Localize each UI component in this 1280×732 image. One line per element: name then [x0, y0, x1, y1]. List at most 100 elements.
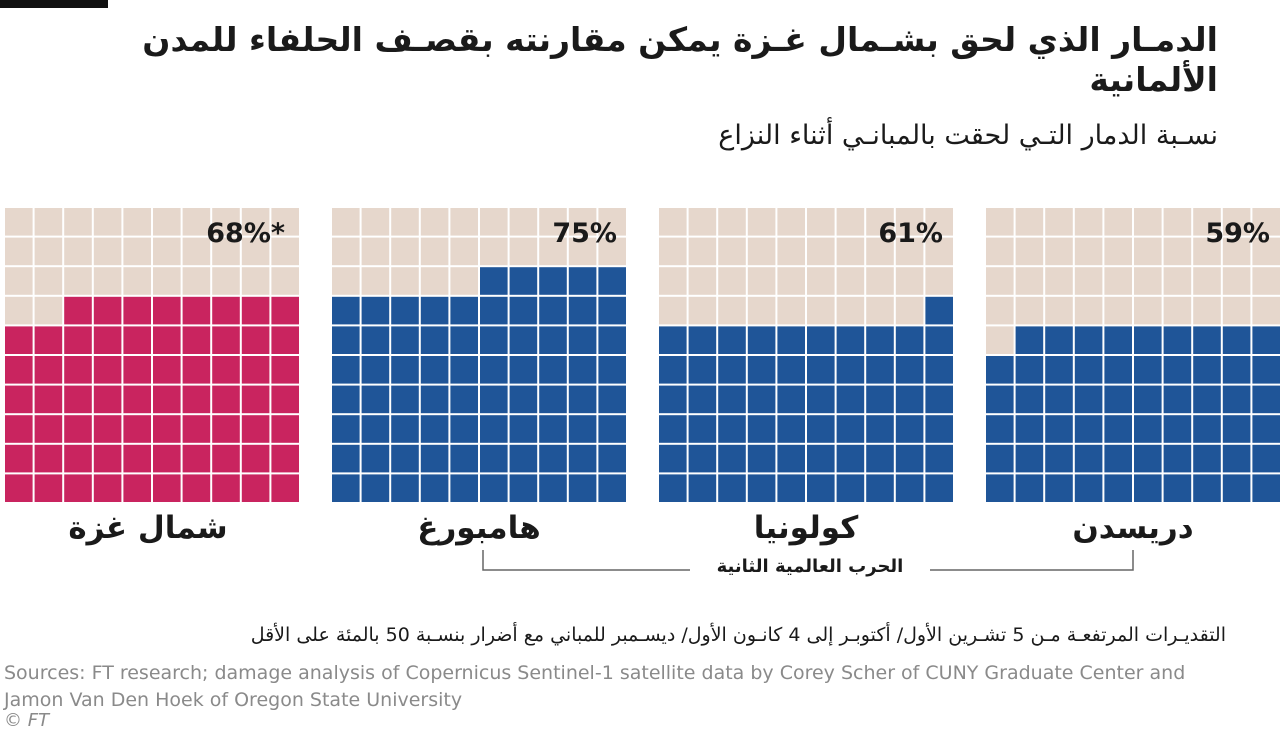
waffle-cell-empty [807, 208, 835, 236]
waffle-cell-filled [807, 356, 835, 384]
waffle-cell-filled [718, 444, 746, 473]
top-accent-bar [0, 0, 108, 8]
waffle-cell-filled [539, 444, 567, 473]
waffle-panel-cologne [658, 207, 954, 503]
waffle-cell-filled [747, 385, 776, 414]
waffle-cell-filled [1045, 356, 1073, 384]
waffle-cell-filled [450, 474, 478, 502]
waffle-cell-filled [718, 326, 746, 354]
waffle-cell-empty [1222, 267, 1251, 295]
waffle-cell-empty [895, 237, 924, 266]
waffle-cell-empty [568, 237, 597, 266]
waffle-cell-filled [34, 444, 63, 473]
waffle-cell-filled [332, 356, 360, 384]
waffle-cell-empty [241, 208, 270, 236]
waffle-cell-filled [361, 444, 390, 473]
waffle-cell-empty [807, 237, 835, 266]
waffle-cell-empty [361, 208, 390, 236]
waffle-panel-dresden [985, 207, 1280, 503]
waffle-cell-empty [986, 208, 1014, 236]
waffle-cell-filled [34, 415, 63, 443]
waffle-cell-empty [93, 237, 122, 266]
waffle-cell-filled [332, 296, 360, 325]
waffle-cell-filled [688, 415, 717, 443]
waffle-cell-filled [659, 415, 687, 443]
waffle-cell-filled [241, 444, 270, 473]
waffle-cell-empty [1222, 296, 1251, 325]
waffle-cell-filled [420, 356, 449, 384]
waffle-cell-filled [747, 474, 776, 502]
waffle-cell-empty [659, 296, 687, 325]
waffle-cell-filled [241, 474, 270, 502]
waffle-cell-filled [480, 444, 508, 473]
waffle-cell-filled [598, 444, 626, 473]
waffle-cell-empty [391, 237, 419, 266]
waffle-cell-filled [718, 385, 746, 414]
waffle-cell-filled [361, 326, 390, 354]
waffle-cell-filled [1222, 385, 1251, 414]
waffle-cell-filled [895, 415, 924, 443]
waffle-cell-filled [420, 385, 449, 414]
waffle-cell-empty [836, 208, 865, 236]
waffle-cell-empty [1074, 267, 1103, 295]
waffle-cell-filled [212, 326, 240, 354]
waffle-cell-filled [420, 296, 449, 325]
waffle-cell-filled [212, 444, 240, 473]
waffle-cell-filled [64, 474, 92, 502]
waffle-cell-filled [836, 385, 865, 414]
waffle-cell-empty [153, 208, 181, 236]
waffle-cell-filled [34, 385, 63, 414]
waffle-cell-filled [241, 385, 270, 414]
waffle-cell-filled [1222, 326, 1251, 354]
waffle-cell-filled [391, 444, 419, 473]
waffle-cell-filled [866, 415, 894, 443]
waffle-cell-empty [241, 237, 270, 266]
waffle-cell-empty [480, 208, 508, 236]
waffle-cell-empty [480, 237, 508, 266]
waffle-cell-empty [361, 237, 390, 266]
waffle-cell-filled [539, 296, 567, 325]
waffle-cell-filled [332, 326, 360, 354]
waffle-cell-filled [747, 326, 776, 354]
waffle-cell-filled [1163, 356, 1192, 384]
waffle-cell-filled [895, 326, 924, 354]
waffle-cell-filled [1193, 385, 1221, 414]
waffle-cell-empty [1134, 237, 1162, 266]
waffle-cell-filled [777, 356, 805, 384]
waffle-cell-filled [64, 326, 92, 354]
waffle-cell-filled [688, 326, 717, 354]
waffle-cell-filled [5, 474, 33, 502]
waffle-cell-filled [391, 356, 419, 384]
waffle-cell-filled [153, 326, 181, 354]
waffle-cell-filled [895, 385, 924, 414]
waffle-cell-empty [718, 267, 746, 295]
waffle-cell-filled [1134, 326, 1162, 354]
waffle-cell-filled [986, 385, 1014, 414]
waffle-cell-filled [659, 326, 687, 354]
waffle-cell-filled [777, 415, 805, 443]
waffle-panel-hamburg [331, 207, 627, 503]
waffle-cell-filled [986, 474, 1014, 502]
waffle-cell-filled [1222, 444, 1251, 473]
waffle-cell-filled [1222, 415, 1251, 443]
waffle-cell-filled [688, 444, 717, 473]
waffle-cell-filled [1222, 356, 1251, 384]
waffle-cell-filled [1134, 474, 1162, 502]
waffle-cell-filled [1163, 326, 1192, 354]
waffle-cell-empty [450, 208, 478, 236]
waffle-cell-empty [777, 237, 805, 266]
waffle-cell-filled [391, 474, 419, 502]
waffle-cell-filled [509, 326, 538, 354]
waffle-cell-empty [807, 267, 835, 295]
waffle-cell-filled [1104, 385, 1132, 414]
waffle-cell-empty [1163, 296, 1192, 325]
waffle-cell-empty [539, 208, 567, 236]
waffle-cell-filled [777, 326, 805, 354]
waffle-cell-filled [93, 415, 122, 443]
waffle-cell-empty [866, 237, 894, 266]
waffle-cell-filled [182, 356, 211, 384]
waffle-cell-filled [153, 385, 181, 414]
waffle-cell-filled [64, 444, 92, 473]
waffle-cell-filled [1163, 415, 1192, 443]
waffle-cell-filled [807, 474, 835, 502]
